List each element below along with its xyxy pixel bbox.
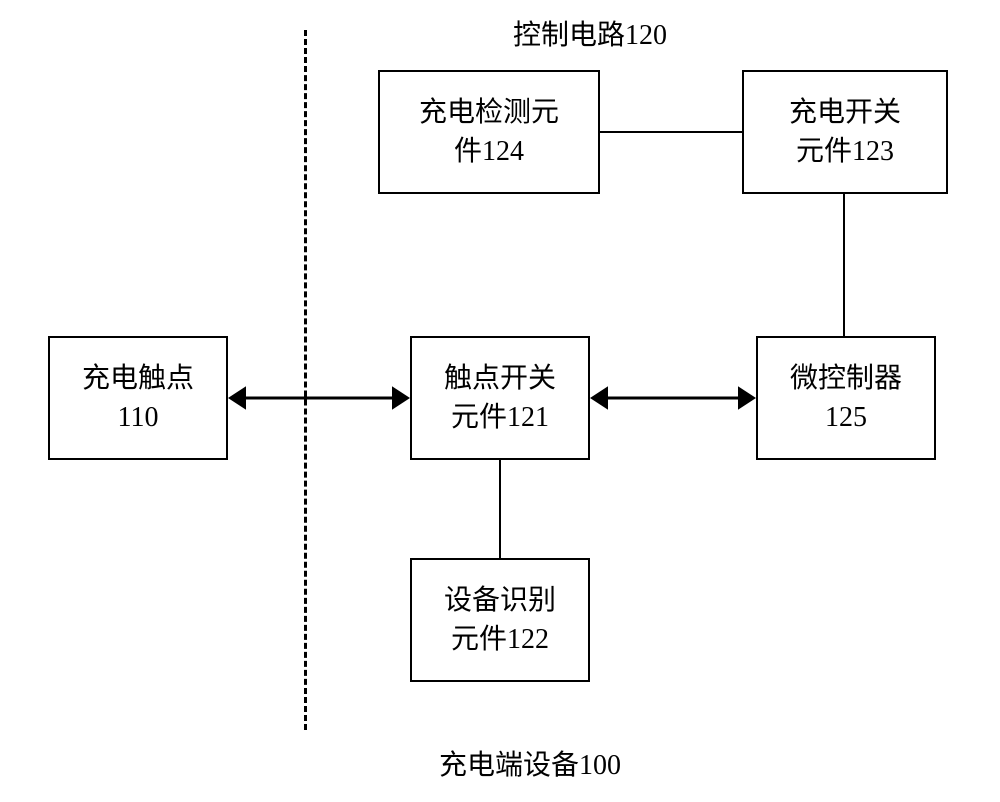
box-switch-element: 充电开关元件123 [742,70,948,194]
box-contact-switch: 触点开关元件121 [410,336,590,460]
box-device-ident: 设备识别元件122 [410,558,590,682]
arrow-contactswitch-to-mcu [590,380,756,416]
box-charge-contact: 充电触点110 [48,336,228,460]
arrow-contactpoint-to-contactswitch [228,380,410,416]
diagram-canvas: 控制电路120 充电端设备100 充电触点110 充电检测元件124 充电开关元… [0,0,1000,802]
box-microcontroller: 微控制器125 [756,336,936,460]
title-bottom: 充电端设备100 [380,748,680,784]
line-detect-to-switch [600,132,742,134]
line-contact-to-ident [500,460,502,558]
line-switch-to-mcu [844,194,846,336]
title-top: 控制电路120 [440,18,740,54]
box-detect-element: 充电检测元件124 [378,70,600,194]
